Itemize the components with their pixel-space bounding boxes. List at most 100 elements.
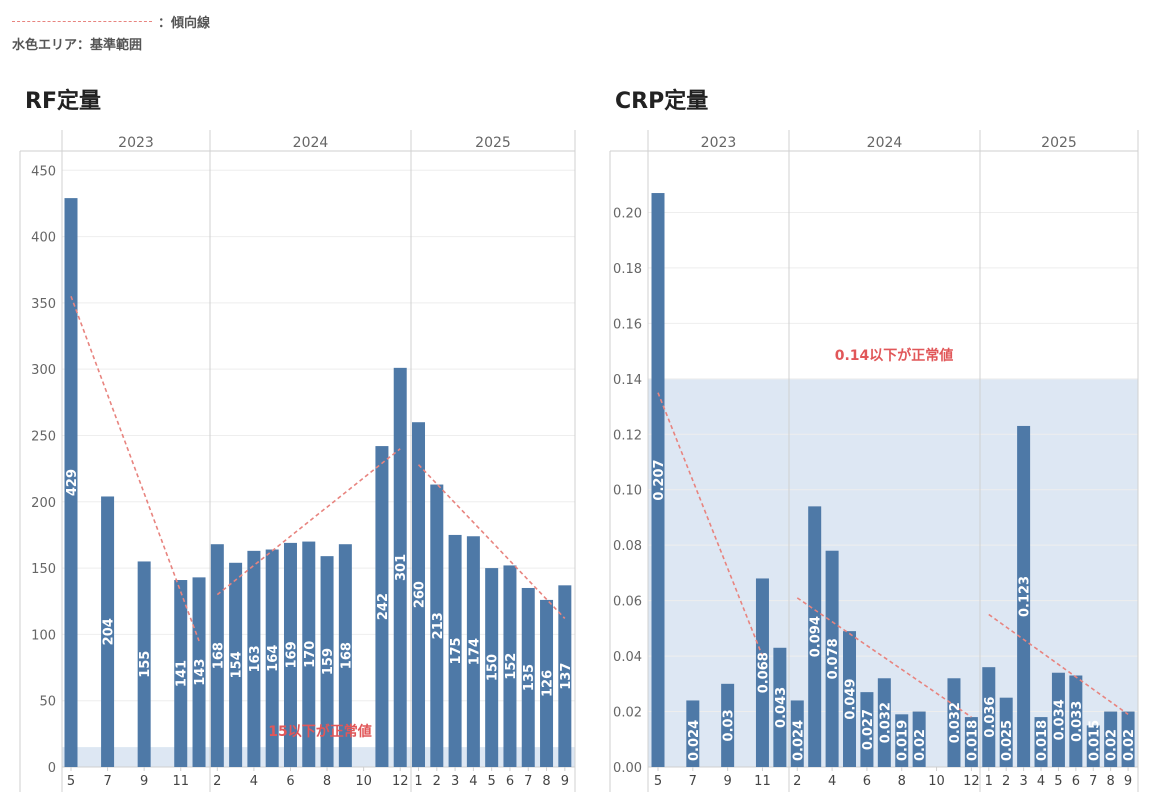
chart1-x-tick-label: 10 (355, 774, 372, 789)
chart2-x-tick-label: 6 (1072, 774, 1080, 789)
chart2-bar-value-label: 0.078 (826, 638, 841, 679)
chart2-year-header: 2023 (701, 135, 737, 151)
chart1-x-tick-label: 4 (469, 774, 477, 789)
chart2-bar (790, 700, 804, 767)
chart1-y-tick-label: 450 (31, 164, 56, 179)
chart2-bar-value-label: 0.018 (965, 720, 980, 761)
chart1-bar-value-label: 204 (102, 618, 117, 645)
chart2-x-tick-label: 8 (1107, 774, 1115, 789)
chart1-bar (466, 536, 480, 767)
chart2-bar (1086, 725, 1100, 767)
chart2-year-header: 2025 (1041, 135, 1077, 151)
chart2-y-tick-label: 0.20 (613, 206, 642, 221)
chart2-x-tick-label: 5 (1054, 774, 1062, 789)
chart2-bar (1017, 425, 1031, 767)
trend-line-swatch (12, 20, 152, 22)
chart2-bar (964, 717, 978, 767)
chart2-bar-value-label: 0.043 (774, 687, 789, 728)
chart1-bar (558, 585, 572, 767)
chart1-bar (503, 565, 517, 767)
chart2-bar (686, 700, 700, 767)
chart1-x-tick-label: 5 (488, 774, 496, 789)
chart2-bar (1034, 717, 1048, 767)
legend-range-row: 水色エリア：基準範囲 (12, 32, 210, 54)
chart1-bar-value-label: 301 (394, 554, 409, 581)
chart1-x-tick-label: 5 (67, 774, 75, 789)
chart1-x-tick-label: 12 (392, 774, 409, 789)
chart2-x-tick-label: 4 (828, 774, 836, 789)
chart2-bar (1069, 675, 1083, 767)
chart2-bar-value-label: 0.094 (809, 616, 824, 657)
chart1-x-tick-label: 1 (414, 774, 422, 789)
chart2-bar-value-label: 0.036 (983, 697, 998, 738)
chart2-bar-value-label: 0.027 (861, 709, 876, 750)
chart1-y-tick-label: 100 (31, 628, 56, 643)
chart1-bar (393, 367, 407, 767)
chart1-bar (210, 544, 224, 767)
chart2-bar (982, 667, 996, 767)
chart2-bar (755, 578, 769, 767)
legend: ：傾向線 水色エリア：基準範囲 (12, 10, 210, 54)
chart1-bar (448, 534, 462, 767)
chart2-y-tick-label: 0.16 (613, 317, 642, 332)
chart2-bar (721, 683, 735, 767)
chart2-x-tick-label: 4 (1037, 774, 1045, 789)
chart1-x-tick-label: 9 (561, 774, 569, 789)
chart2-bar-value-label: 0.207 (652, 459, 667, 500)
chart2-bar (947, 678, 961, 767)
chart1-bar-value-label: 126 (541, 670, 556, 697)
chart1-x-tick-label: 2 (433, 774, 441, 789)
chart1-bar-value-label: 143 (193, 659, 208, 686)
chart1-bar (375, 446, 389, 767)
chart1-y-tick-label: 400 (31, 231, 56, 246)
chart2-bar-value-label: 0.019 (896, 720, 911, 761)
chart1-bar (174, 580, 188, 767)
chart1-trend-line (70, 295, 200, 642)
chart1-bar (192, 577, 206, 767)
chart1-year-header: 2025 (475, 135, 511, 151)
chart1-x-tick-label: 8 (323, 774, 331, 789)
chart1-bar-value-label: 168 (211, 642, 226, 669)
chart2-bar-value-label: 0.033 (1070, 701, 1085, 742)
chart1-x-tick-label: 8 (542, 774, 550, 789)
chart2-y-tick-label: 0.10 (613, 484, 642, 499)
chart2-trend-line (988, 613, 1129, 715)
chart1-bar (265, 549, 279, 767)
chart2-bar-value-label: 0.024 (791, 720, 806, 761)
chart1-bar-value-label: 163 (248, 645, 263, 672)
chart2-bar (773, 647, 787, 767)
chart1-bar-value-label: 150 (486, 654, 501, 681)
chart2-bar (860, 692, 874, 767)
chart1-x-tick-label: 3 (451, 774, 459, 789)
chart1-bar-value-label: 141 (175, 660, 190, 687)
chart1-bar-value-label: 213 (431, 612, 446, 639)
chart2-bar-value-label: 0.032 (878, 702, 893, 743)
chart2-trend-line (657, 392, 764, 657)
chart1-x-tick-label: 6 (286, 774, 294, 789)
chart2-bar (843, 631, 857, 767)
chart1-y-tick-label: 200 (31, 496, 56, 511)
chart1-y-tick-label: 150 (31, 562, 56, 577)
legend-trend-label: ：傾向線 (158, 15, 211, 31)
chart2-y-tick-label: 0.02 (613, 706, 642, 721)
chart2-x-tick-label: 7 (689, 774, 697, 789)
chart2-bar-value-label: 0.024 (687, 720, 702, 761)
chart2-bar (1104, 711, 1118, 767)
chart2-y-tick-label: 0.14 (613, 373, 642, 388)
chart2-x-tick-label: 10 (928, 774, 945, 789)
chart1-reference-range-area (62, 747, 575, 767)
chart1-y-tick-label: 0 (48, 761, 56, 776)
chart2-y-tick-label: 0.06 (613, 595, 642, 610)
chart2-bar-value-label: 0.034 (1052, 699, 1067, 740)
chart2-bar-value-label: 0.02 (1122, 729, 1137, 761)
chart2-x-tick-label: 5 (654, 774, 662, 789)
chart2-bar-value-label: 0.123 (1018, 576, 1033, 617)
chart2-bar (1121, 711, 1135, 767)
chart1-bar-value-label: 242 (376, 593, 391, 620)
chart2-x-tick-label: 9 (1124, 774, 1132, 789)
chart1-bar-value-label: 164 (266, 645, 281, 672)
chart1-bar-value-label: 169 (284, 641, 299, 668)
chart2-bar-value-label: 0.02 (1105, 729, 1120, 761)
chart2-y-tick-label: 0.00 (613, 761, 642, 776)
chart2-bar (999, 697, 1013, 767)
